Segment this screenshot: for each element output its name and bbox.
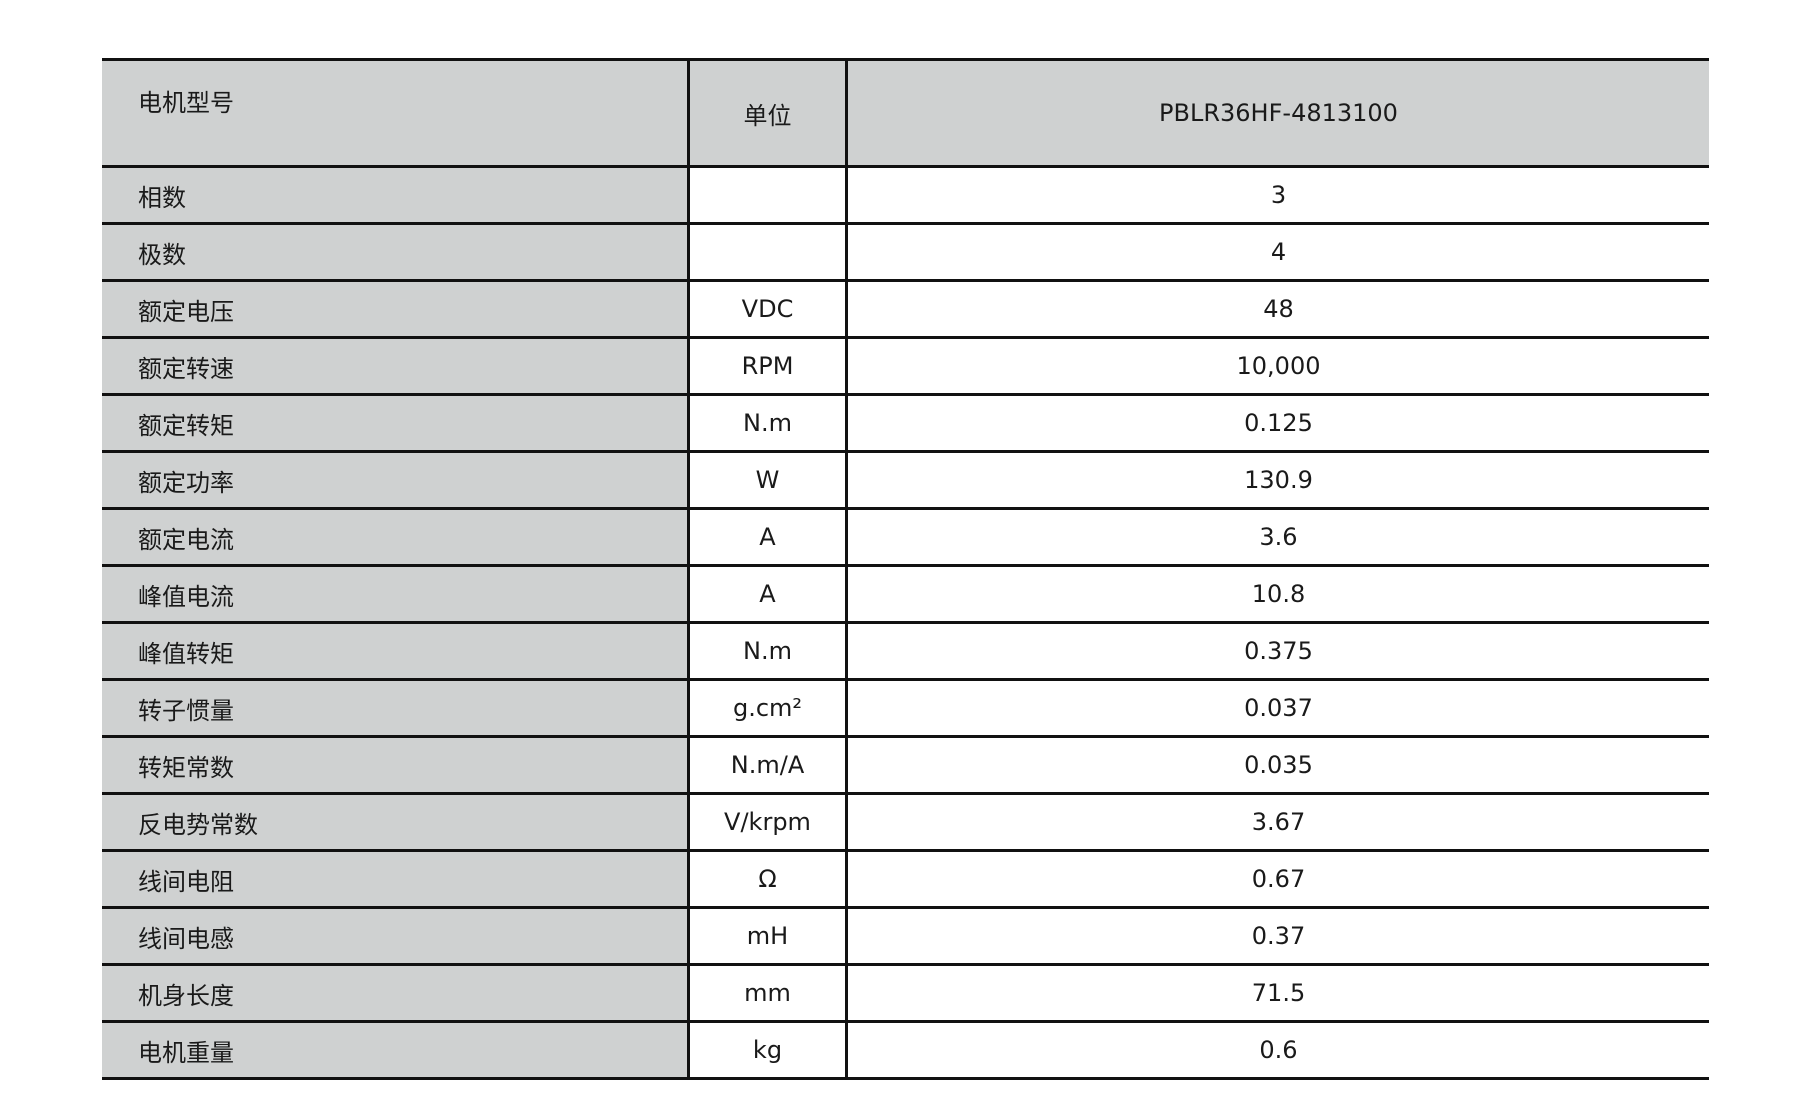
table-header-row: 电机型号 单位 PBLR36HF-4813100 <box>102 58 1709 168</box>
param-unit <box>688 165 848 225</box>
param-value: 0.037 <box>846 678 1709 738</box>
table-row: 额定功率 W 130.9 <box>102 450 1709 510</box>
param-unit: Ω <box>688 849 848 909</box>
param-unit: RPM <box>688 336 848 396</box>
param-value: 48 <box>846 279 1709 339</box>
param-value: 3 <box>846 165 1709 225</box>
param-name: 机身长度 <box>102 963 690 1023</box>
param-unit: N.m <box>688 621 848 681</box>
table-row: 额定转速 RPM 10,000 <box>102 336 1709 396</box>
param-name: 转矩常数 <box>102 735 690 795</box>
param-value: 0.67 <box>846 849 1709 909</box>
param-value: 10.8 <box>846 564 1709 624</box>
param-unit: N.m/A <box>688 735 848 795</box>
param-unit <box>688 222 848 282</box>
param-unit: mH <box>688 906 848 966</box>
table-row: 机身长度 mm 71.5 <box>102 963 1709 1023</box>
param-value: 130.9 <box>846 450 1709 510</box>
table-row: 峰值转矩 N.m 0.375 <box>102 621 1709 681</box>
table-row: 峰值电流 A 10.8 <box>102 564 1709 624</box>
motor-spec-table: 电机型号 单位 PBLR36HF-4813100 相数 3 极数 4 额定电压 VDC 48… <box>102 58 1709 1080</box>
table-row: 极数 4 <box>102 222 1709 282</box>
param-name: 电机重量 <box>102 1020 690 1080</box>
param-name: 额定转矩 <box>102 393 690 453</box>
param-value: 3.67 <box>846 792 1709 852</box>
table-row: 反电势常数 V/krpm 3.67 <box>102 792 1709 852</box>
table-row: 额定电流 A 3.6 <box>102 507 1709 567</box>
param-name: 转子惯量 <box>102 678 690 738</box>
param-unit: kg <box>688 1020 848 1080</box>
param-name: 极数 <box>102 222 690 282</box>
param-unit: W <box>688 450 848 510</box>
param-unit: V/krpm <box>688 792 848 852</box>
header-unit: 单位 <box>688 58 848 168</box>
table-row: 线间电阻 Ω 0.67 <box>102 849 1709 909</box>
param-value: 3.6 <box>846 507 1709 567</box>
param-name: 峰值电流 <box>102 564 690 624</box>
param-value: 71.5 <box>846 963 1709 1023</box>
table-row: 转子惯量 g.cm² 0.037 <box>102 678 1709 738</box>
param-name: 额定电压 <box>102 279 690 339</box>
param-name: 额定功率 <box>102 450 690 510</box>
param-value: 0.37 <box>846 906 1709 966</box>
table-row: 额定电压 VDC 48 <box>102 279 1709 339</box>
param-name: 额定电流 <box>102 507 690 567</box>
table-row: 线间电感 mH 0.37 <box>102 906 1709 966</box>
param-name: 反电势常数 <box>102 792 690 852</box>
param-unit: A <box>688 564 848 624</box>
param-unit: mm <box>688 963 848 1023</box>
param-unit: g.cm² <box>688 678 848 738</box>
param-value: 0.125 <box>846 393 1709 453</box>
table-row: 相数 3 <box>102 165 1709 225</box>
param-value: 0.375 <box>846 621 1709 681</box>
param-unit: N.m <box>688 393 848 453</box>
param-unit: A <box>688 507 848 567</box>
param-name: 相数 <box>102 165 690 225</box>
header-model: 电机型号 <box>102 58 690 168</box>
table-row: 转矩常数 N.m/A 0.035 <box>102 735 1709 795</box>
param-value: 10,000 <box>846 336 1709 396</box>
param-name: 线间电感 <box>102 906 690 966</box>
table-row: 电机重量 kg 0.6 <box>102 1020 1709 1080</box>
param-value: 0.035 <box>846 735 1709 795</box>
table-row: 额定转矩 N.m 0.125 <box>102 393 1709 453</box>
param-name: 峰值转矩 <box>102 621 690 681</box>
param-value: 0.6 <box>846 1020 1709 1080</box>
header-model-value: PBLR36HF-4813100 <box>846 58 1709 168</box>
param-unit: VDC <box>688 279 848 339</box>
param-value: 4 <box>846 222 1709 282</box>
param-name: 额定转速 <box>102 336 690 396</box>
param-name: 线间电阻 <box>102 849 690 909</box>
